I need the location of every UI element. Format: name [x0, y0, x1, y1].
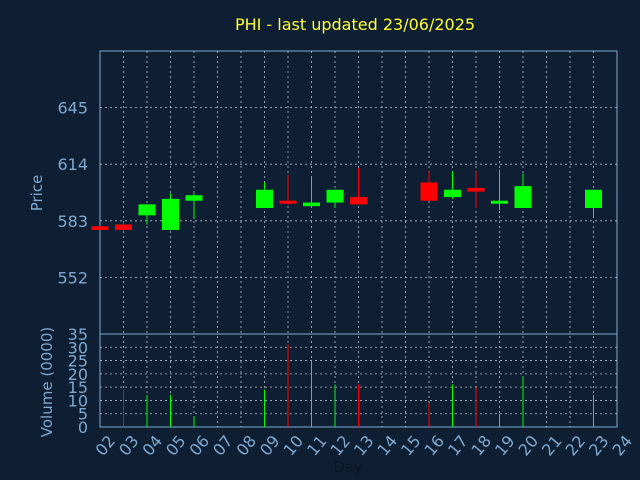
x-tick-label: 03 — [115, 432, 143, 460]
x-tick-label: 20 — [514, 432, 542, 460]
x-axis-label: Day — [333, 458, 363, 476]
candle-body — [279, 200, 297, 204]
x-tick-label: 12 — [326, 432, 354, 460]
candle-body — [444, 189, 461, 198]
price-y-ticks: 552 583 614 645 — [57, 99, 88, 288]
candle-body — [467, 187, 485, 192]
price-tick-label: 645 — [57, 99, 88, 118]
x-tick-label: 08 — [232, 432, 260, 460]
x-tick-label: 19 — [491, 432, 519, 460]
volume-tick-label: 5 — [78, 405, 88, 424]
candle-body — [303, 202, 320, 207]
chart-title: PHI - last updated 23/06/2025 — [235, 15, 475, 34]
candle-body — [585, 189, 602, 209]
candle-body — [491, 200, 508, 204]
x-tick-label: 11 — [303, 432, 331, 460]
x-tick-label: 16 — [420, 432, 448, 460]
volume-axis-label: Volume (0000) — [38, 327, 56, 437]
candle-body — [91, 226, 109, 230]
price-axis-label: Price — [28, 175, 46, 212]
candle-body — [185, 195, 203, 201]
x-tick-label: 06 — [185, 432, 213, 460]
x-tick-label: 21 — [538, 432, 566, 460]
volume-tick-label: 35 — [68, 325, 88, 344]
volume-bars-layer — [123, 344, 594, 427]
volume-tick-label: 0 — [78, 418, 88, 437]
x-tick-label: 10 — [279, 432, 307, 460]
price-tick-label: 552 — [57, 268, 88, 287]
x-tick-label: 24 — [608, 432, 636, 460]
candle-body — [162, 198, 179, 230]
candle-body — [350, 197, 367, 205]
candle-body — [326, 189, 344, 203]
candle-body — [420, 182, 438, 201]
candle-body — [514, 186, 532, 209]
x-tick-label: 15 — [397, 432, 425, 460]
x-tick-label: 05 — [162, 432, 190, 460]
x-tick-label: 18 — [467, 432, 495, 460]
candle-body — [256, 189, 273, 209]
x-tick-label: 07 — [209, 432, 237, 460]
x-tick-label: 23 — [585, 432, 613, 460]
x-tick-label: 17 — [444, 432, 472, 460]
x-tick-label: 22 — [561, 432, 589, 460]
x-ticks: 0203040506070809101112131415161718192021… — [91, 432, 636, 460]
volume-tick-label: 10 — [68, 391, 88, 410]
candle-body — [138, 204, 156, 216]
x-tick-label: 04 — [138, 432, 166, 460]
volume-tick-label: 20 — [68, 365, 88, 384]
volume-tick-label: 30 — [68, 338, 88, 357]
grid-layer — [100, 51, 617, 427]
x-tick-label: 09 — [256, 432, 284, 460]
x-tick-label: 13 — [350, 432, 378, 460]
price-tick-label: 583 — [57, 212, 88, 231]
candle-body — [115, 224, 132, 230]
price-tick-label: 614 — [57, 155, 88, 174]
volume-tick-label: 15 — [68, 378, 88, 397]
volume-tick-label: 25 — [68, 352, 88, 371]
x-tick-label: 14 — [373, 432, 401, 460]
x-tick-label: 02 — [91, 432, 119, 460]
candles-layer — [91, 167, 602, 230]
